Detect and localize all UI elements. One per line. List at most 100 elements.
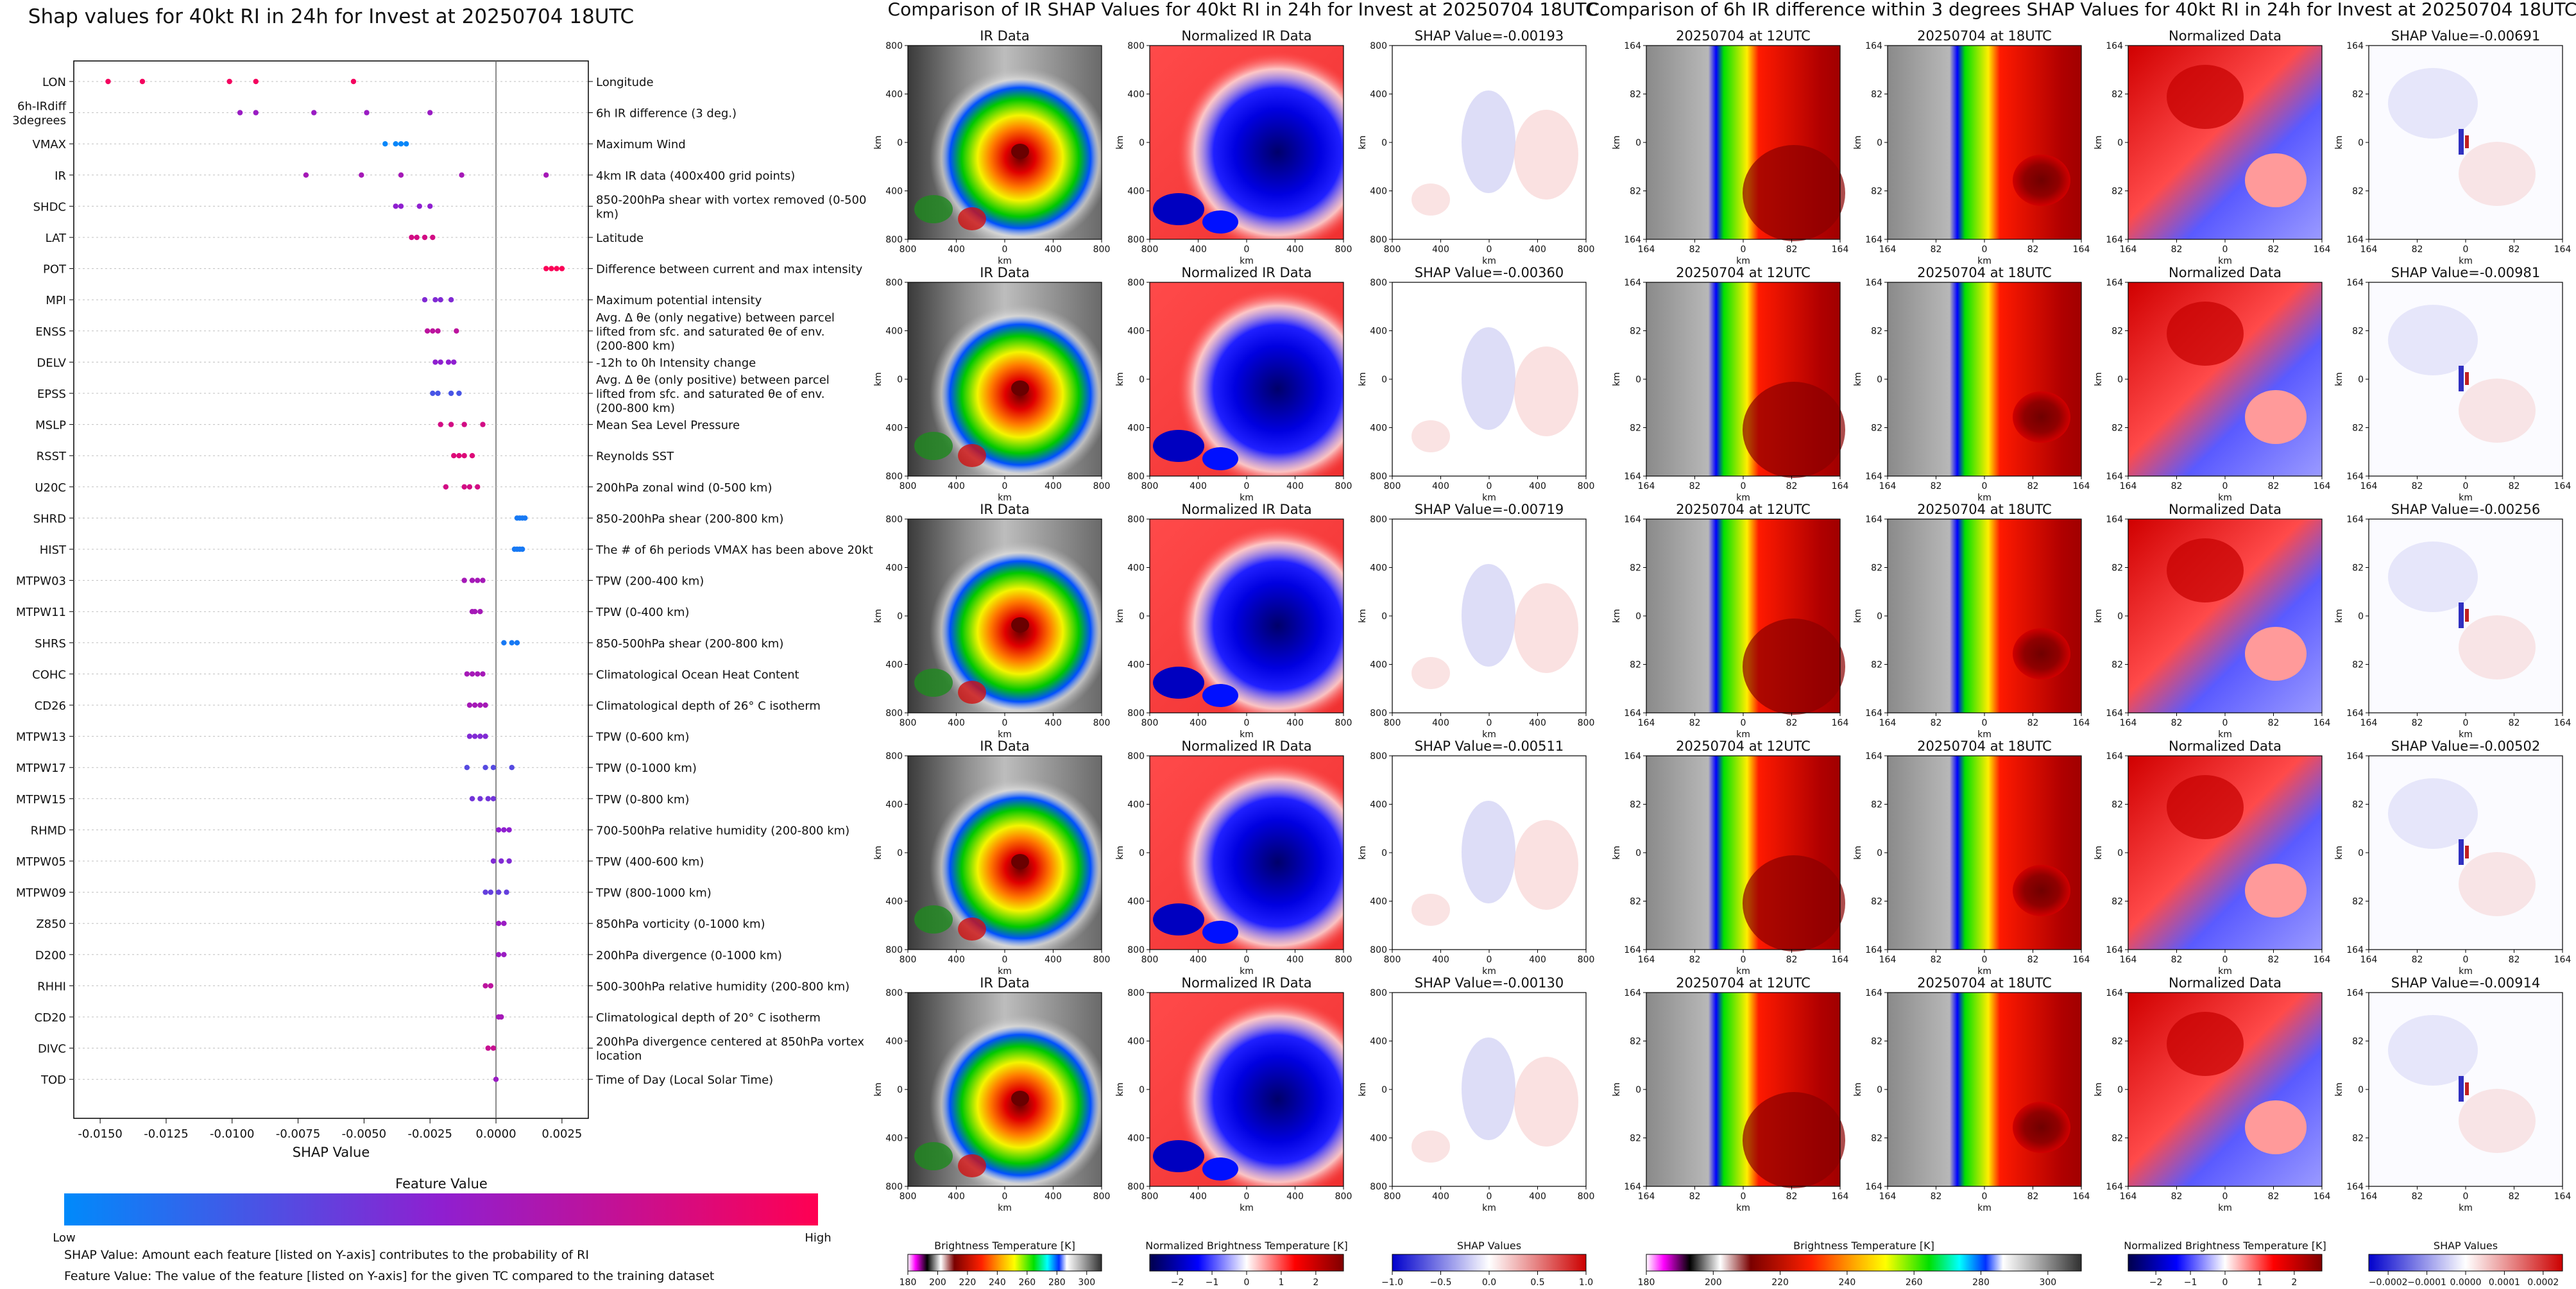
y-tick-label: 0 xyxy=(1381,611,1387,622)
normalized-ir-title: Normalized IR Data xyxy=(1181,265,1311,280)
feature-description: Climatological depth of 20° C isotherm xyxy=(596,1011,821,1025)
y-tick-label: 164 xyxy=(1624,708,1641,719)
ir-data-title: IR Data xyxy=(980,502,1030,517)
normalized-ir-colorbar-label: Normalized Brightness Temperature [K] xyxy=(1145,1240,1348,1252)
x-tick-label: 82 xyxy=(1689,481,1701,491)
x-tick-label: 82 xyxy=(2171,481,2183,491)
ir-diff-normalized-title: Normalized Data xyxy=(2169,28,2282,44)
ir-12utc-cold-core xyxy=(1743,855,1845,952)
ir-diff-comparison-panel: Comparison of 6h IR difference within 3 … xyxy=(1587,0,2576,1288)
y-axis-label: km xyxy=(1612,609,1622,623)
ir-colorbar-tick-label: 200 xyxy=(929,1277,946,1288)
y-tick-label: 82 xyxy=(1871,897,1882,907)
x-tick-label: 82 xyxy=(2027,1191,2039,1202)
x-tick-label: 400 xyxy=(1432,955,1449,965)
x-tick-label: 0 xyxy=(1244,481,1250,491)
y-axis-label: km xyxy=(1853,846,1863,860)
x-tick-label: 82 xyxy=(1689,718,1701,728)
ir-diff-normalized-colorbar-tick-label: 1 xyxy=(2256,1277,2262,1288)
x-tick-label: 800 xyxy=(1141,481,1159,491)
x-axis-label: km xyxy=(1482,730,1496,740)
y-tick-label: 164 xyxy=(1624,515,1641,525)
ir-cloud-cluster xyxy=(914,669,953,697)
ir-diff-shap-title: SHAP Value=-0.00502 xyxy=(2391,738,2541,754)
y-tick-label: 800 xyxy=(1127,472,1145,482)
ir-12utc-title: 20250704 at 12UTC xyxy=(1676,738,1811,754)
x-tick-label: 800 xyxy=(1335,955,1352,965)
y-tick-label: 0 xyxy=(1139,375,1145,385)
shap-point xyxy=(480,577,486,583)
shap-point xyxy=(430,390,436,397)
y-axis-label: km xyxy=(2334,1082,2344,1097)
y-tick-label: 0 xyxy=(1877,375,1882,385)
ir-12utc-cold-core xyxy=(1743,1092,1845,1188)
x-tick-label: 0 xyxy=(1982,718,1988,728)
shap-point xyxy=(493,1077,499,1082)
y-tick-label: 0 xyxy=(897,375,903,385)
shap-point xyxy=(482,765,488,771)
y-tick-label: 800 xyxy=(885,708,903,719)
feature-label: Z850 xyxy=(36,918,66,931)
feature-label: LAT xyxy=(46,232,67,245)
y-tick-label: 82 xyxy=(2352,563,2364,574)
feature-description: TPW (200-400 km) xyxy=(595,575,704,588)
x-axis-label: km xyxy=(2218,1203,2232,1213)
shap-point xyxy=(398,172,404,178)
x-tick-label: 82 xyxy=(2027,955,2039,965)
y-tick-label: 164 xyxy=(2106,1182,2123,1192)
y-axis-label: km xyxy=(2094,1082,2104,1097)
normalized-ir-cluster xyxy=(1202,447,1238,470)
ir-shap-positive-area xyxy=(1514,820,1578,910)
shap-point xyxy=(448,390,454,397)
y-tick-label: 400 xyxy=(1370,187,1387,197)
shap-point xyxy=(311,110,317,115)
x-tick-label: 0 xyxy=(1982,244,1988,255)
shap-point xyxy=(490,765,497,771)
shap-point xyxy=(514,640,520,645)
normalized-ir-cluster xyxy=(1202,210,1238,234)
y-tick-label: 164 xyxy=(1865,988,1882,998)
y-tick-label: 164 xyxy=(2346,988,2364,998)
colorbar-high-label: High xyxy=(805,1231,831,1245)
ir-diff-comparison-title: Comparison of 6h IR difference within 3 … xyxy=(1587,0,2576,20)
ir-diff-shap-hotspot xyxy=(2459,602,2464,628)
y-tick-label: 82 xyxy=(1630,423,1641,434)
x-axis-label: km xyxy=(2218,256,2232,266)
shap-point xyxy=(435,328,441,334)
feature-description: Reynolds SST xyxy=(596,450,674,463)
y-tick-label: 0 xyxy=(1139,848,1145,858)
shap-point xyxy=(554,266,559,271)
feature-description: 850-200hPa shear (200-800 km) xyxy=(596,512,783,525)
ir-cloud-cluster xyxy=(914,432,953,460)
y-tick-label: 0 xyxy=(1635,611,1641,622)
y-tick-label: 82 xyxy=(2352,423,2364,434)
ir-shap-positive-area xyxy=(1412,1131,1450,1163)
x-tick-label: 82 xyxy=(1931,1191,1942,1202)
x-tick-label: 82 xyxy=(2509,718,2520,728)
y-tick-label: 400 xyxy=(1127,897,1145,907)
y-tick-label: 400 xyxy=(885,563,903,574)
x-tick-label: 0 xyxy=(1982,955,1988,965)
y-tick-label: 0 xyxy=(1381,1085,1387,1095)
x-tick-label: 82 xyxy=(2268,718,2280,728)
normalized-ir-cluster xyxy=(1153,430,1204,462)
x-tick-label: 164 xyxy=(2360,718,2378,728)
x-tick-label: 82 xyxy=(2412,955,2423,965)
shap-point xyxy=(443,484,449,490)
y-axis-label: km xyxy=(1358,1082,1368,1097)
normalized-ir-title: Normalized IR Data xyxy=(1181,738,1311,754)
shap-point xyxy=(509,765,515,771)
normalized-ir-cluster xyxy=(1202,1157,1238,1181)
x-tick-label: 164 xyxy=(2314,1191,2331,1202)
feature-label: VMAX xyxy=(33,138,67,151)
y-tick-label: 82 xyxy=(1871,1037,1882,1047)
x-tick-label: 164 xyxy=(2120,1191,2137,1202)
y-tick-label: 800 xyxy=(885,41,903,51)
x-tick-label: 82 xyxy=(1931,718,1942,728)
x-tick-label: -0.0075 xyxy=(276,1127,320,1141)
ir-cloud-cluster xyxy=(958,444,986,467)
